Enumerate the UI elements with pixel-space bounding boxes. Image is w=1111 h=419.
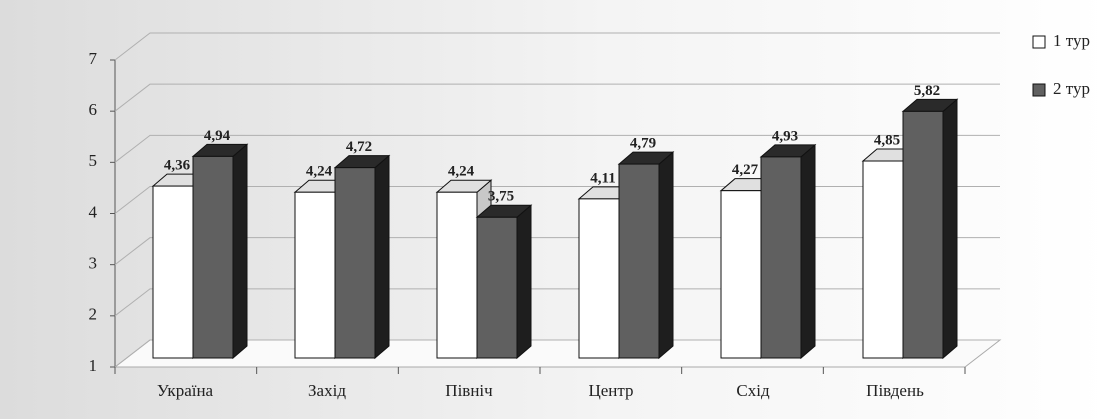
bar-side	[375, 156, 389, 358]
bar	[863, 161, 903, 358]
y-tick-label: 4	[89, 202, 98, 221]
bar	[761, 157, 801, 358]
value-label: 4,27	[732, 162, 759, 178]
bar-side	[943, 99, 957, 358]
y-tick-label: 7	[89, 49, 98, 68]
bar	[903, 111, 943, 358]
bar-side	[801, 145, 815, 358]
bar	[153, 186, 193, 358]
y-tick-label: 2	[89, 305, 98, 324]
x-tick-label: Південь	[866, 381, 924, 400]
x-tick-label: Захід	[308, 381, 346, 400]
value-label: 3,75	[488, 189, 514, 205]
bar	[477, 217, 517, 358]
bar	[193, 156, 233, 358]
value-label: 4,93	[772, 128, 798, 144]
x-tick-label: Україна	[157, 381, 214, 400]
value-label: 4,11	[590, 170, 615, 186]
x-tick-label: Центр	[588, 381, 633, 400]
bar-side	[233, 144, 247, 358]
value-label: 4,24	[448, 164, 475, 180]
legend-swatch	[1033, 84, 1045, 96]
value-label: 5,82	[914, 83, 940, 99]
x-tick-label: Схід	[736, 381, 770, 400]
value-label: 4,72	[346, 139, 372, 155]
legend-swatch	[1033, 36, 1045, 48]
bar-side	[517, 205, 531, 358]
bar	[335, 168, 375, 358]
y-tick-label: 3	[89, 254, 98, 273]
bar	[721, 191, 761, 358]
legend-label: 1 тур	[1053, 31, 1090, 50]
value-label: 4,85	[874, 132, 900, 148]
value-label: 4,79	[630, 136, 656, 152]
bar	[437, 192, 477, 358]
legend-label: 2 тур	[1053, 79, 1090, 98]
x-tick-label: Північ	[445, 381, 493, 400]
value-label: 4,36	[164, 158, 191, 174]
bar	[295, 192, 335, 358]
chart: 1 2 3 4 5 6 7 Україна 4,36 4,94 Захід 4,24 4,72 Півні…	[0, 0, 1111, 419]
y-tick-label: 6	[89, 100, 98, 119]
bar	[579, 199, 619, 358]
bar	[619, 164, 659, 358]
y-tick-label: 1	[89, 356, 98, 375]
value-label: 4,94	[204, 128, 231, 144]
y-tick-label: 5	[89, 151, 98, 170]
value-label: 4,24	[306, 164, 333, 180]
bar-side	[659, 152, 673, 358]
